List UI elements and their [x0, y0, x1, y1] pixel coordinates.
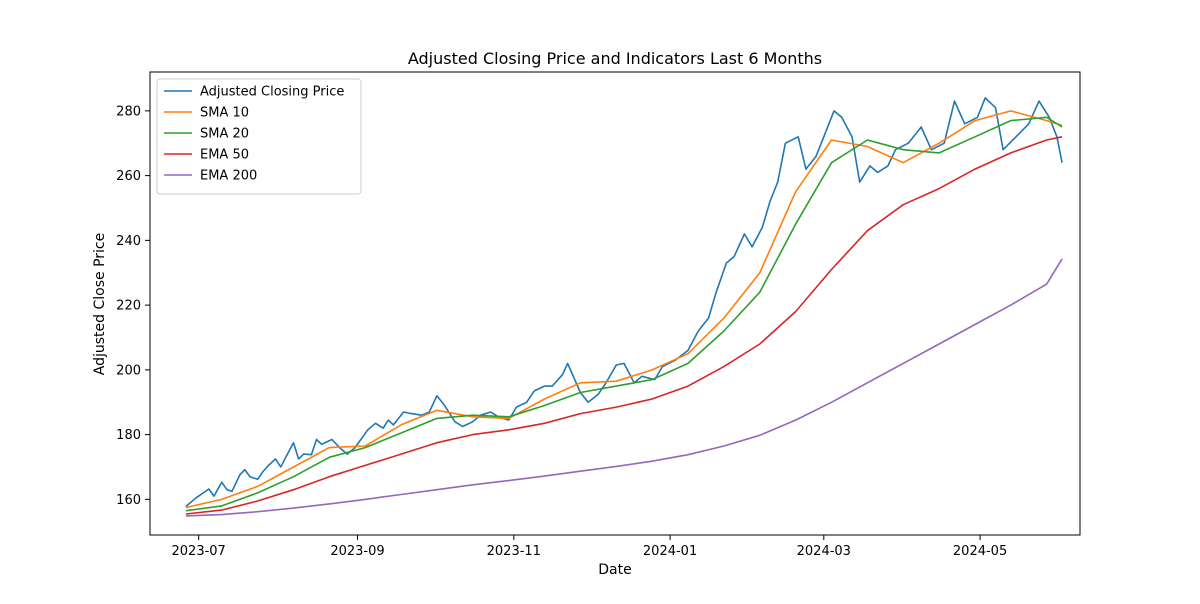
chart-title: Adjusted Closing Price and Indicators La… — [408, 49, 822, 68]
y-tick-label: 260 — [116, 169, 141, 184]
y-tick-label: 280 — [116, 104, 141, 119]
x-tick-label: 2023-11 — [487, 544, 541, 559]
x-tick-label: 2024-03 — [797, 544, 851, 559]
y-tick-label: 220 — [116, 299, 141, 314]
legend: Adjusted Closing Price SMA 10 SMA 20 EMA 50… — [156, 78, 362, 195]
plot-area — [149, 71, 1081, 536]
x-tick-label: 2024-05 — [953, 544, 1007, 559]
plot-frame — [149, 71, 1081, 536]
legend-box — [156, 78, 362, 195]
series-line-sma-20 — [185, 116, 1063, 512]
legend-label-sma-10: SMA 10 — [200, 106, 249, 121]
y-axis-label: Adjusted Close Price — [92, 233, 108, 375]
x-axis-label: Date — [598, 562, 631, 578]
series-layer — [185, 97, 1063, 517]
series-line-sma-10 — [185, 110, 1063, 509]
x-tick-label: 2024-01 — [643, 544, 697, 559]
x-axis: 2023-07 2023-09 2023-11 2024-01 2024-03 2024-… — [172, 535, 1007, 559]
y-tick-label: 240 — [116, 234, 141, 249]
y-tick-label: 200 — [116, 363, 141, 378]
y-tick-label: 180 — [116, 428, 141, 443]
y-tick-label: 160 — [116, 493, 141, 508]
y-axis: 160 180 200 220 240 260 280 — [116, 104, 150, 508]
x-tick-label: 2023-07 — [172, 544, 226, 559]
legend-label-adjusted-closing-price: Adjusted Closing Price — [200, 85, 344, 100]
legend-label-ema-50: EMA 50 — [200, 148, 249, 163]
x-tick-label: 2023-09 — [330, 544, 384, 559]
series-line-ema-50 — [185, 136, 1063, 515]
legend-label-ema-200: EMA 200 — [200, 169, 257, 184]
legend-label-sma-20: SMA 20 — [200, 127, 249, 142]
series-line-ema-200 — [185, 258, 1063, 517]
series-line-adjusted-closing-price — [185, 97, 1063, 508]
